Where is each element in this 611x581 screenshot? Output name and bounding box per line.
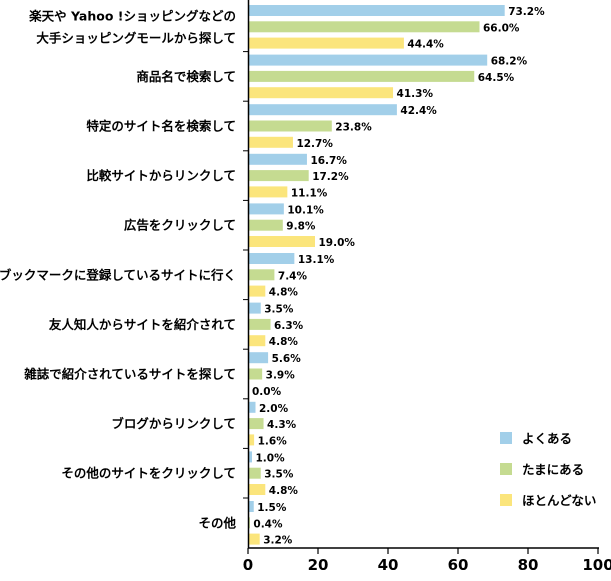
bar-sometimes-4 <box>248 170 309 182</box>
bar-often-9 <box>248 401 256 413</box>
bar-sometimes-6 <box>248 269 275 281</box>
data-label: 42.4% <box>400 105 437 117</box>
bar-sometimes-1 <box>248 21 480 33</box>
data-label: 44.4% <box>407 39 444 51</box>
category-label: 大手ショッピングモールから探して <box>36 30 236 45</box>
data-label: 4.8% <box>269 485 299 497</box>
data-label: 10.1% <box>287 204 324 216</box>
data-label: 3.5% <box>264 469 294 481</box>
bar-sometimes-7 <box>248 318 271 330</box>
data-label: 6.3% <box>274 320 304 332</box>
category-label: ブックマークに登録しているサイトに行く <box>0 267 236 282</box>
data-label: 23.8% <box>335 122 372 134</box>
data-label: 0.4% <box>253 518 283 530</box>
bar-sometimes-8 <box>248 368 263 380</box>
category-label: 広告をクリックして <box>124 218 236 233</box>
data-label: 41.3% <box>397 88 434 100</box>
bar-rarely-11 <box>248 533 260 545</box>
x-tick-label: 20 <box>308 556 329 574</box>
data-label: 1.5% <box>257 502 287 514</box>
x-tick-label: 60 <box>448 556 469 574</box>
bar-rarely-2 <box>248 87 394 99</box>
data-label: 3.2% <box>263 535 293 547</box>
bar-often-11 <box>248 501 254 512</box>
data-label: 11.1% <box>291 187 328 199</box>
legend-label-often: よくある <box>522 431 572 446</box>
category-label: 楽天や Yahoo !ショッピングなどの <box>28 8 236 23</box>
data-label: 3.9% <box>266 370 296 382</box>
bar-sometimes-3 <box>248 120 332 132</box>
bar-rarely-4 <box>248 186 288 198</box>
data-label: 3.5% <box>264 304 294 316</box>
bar-often-10 <box>248 451 252 463</box>
bar-rarely-1 <box>248 37 404 49</box>
data-label: 12.7% <box>296 138 333 150</box>
bar-sometimes-5 <box>248 219 283 231</box>
data-label: 2.0% <box>259 403 289 415</box>
x-tick-label: 100 <box>582 556 611 574</box>
category-label: その他のサイトをクリックして <box>61 466 236 481</box>
data-label: 17.2% <box>312 171 349 183</box>
bar-sometimes-9 <box>248 418 264 430</box>
bar-often-4 <box>248 153 307 165</box>
data-label: 5.6% <box>272 353 302 365</box>
data-label: 1.0% <box>256 452 286 464</box>
category-label: 商品名で検索して <box>136 69 236 84</box>
bar-rarely-6 <box>248 285 266 297</box>
category-label: 比較サイトからリンクして <box>86 168 236 183</box>
bar-often-7 <box>248 302 261 314</box>
legend-swatch-sometimes <box>500 463 512 475</box>
bar-rarely-3 <box>248 136 293 148</box>
x-tick-label: 0 <box>243 556 253 574</box>
legend-label-sometimes: たまにある <box>522 462 584 477</box>
data-label: 16.7% <box>310 155 347 167</box>
bar-often-6 <box>248 253 295 264</box>
bar-rarely-5 <box>248 236 315 247</box>
category-labels-layer: 楽天や Yahoo !ショッピングなどの大手ショッピングモールから探して商品名で… <box>0 8 236 530</box>
category-label: その他 <box>198 515 236 530</box>
bar-sometimes-10 <box>248 467 261 479</box>
bar-often-1 <box>248 5 505 16</box>
data-label: 4.3% <box>267 419 297 431</box>
data-label: 4.8% <box>269 287 299 299</box>
data-label: 9.8% <box>286 221 316 233</box>
data-label: 13.1% <box>298 254 335 266</box>
data-label: 1.6% <box>258 435 288 447</box>
bar-often-2 <box>248 54 488 66</box>
x-tick-label: 40 <box>378 556 399 574</box>
bar-rarely-9 <box>248 434 255 446</box>
x-tick-label: 80 <box>518 556 539 574</box>
legend-swatch-often <box>500 432 512 444</box>
data-label: 64.5% <box>478 72 515 84</box>
bar-sometimes-2 <box>248 70 475 82</box>
legend-swatch-rarely <box>500 494 512 506</box>
bar-often-8 <box>248 352 269 364</box>
category-label: 雑誌で紹介されているサイトを探して <box>23 367 236 382</box>
bar-rarely-7 <box>248 335 266 347</box>
bar-rarely-10 <box>248 484 266 495</box>
category-label: 特定のサイト名を検索して <box>86 119 236 134</box>
data-label: 68.2% <box>491 56 528 68</box>
category-label: ブログからリンクして <box>111 416 236 431</box>
data-label: 4.8% <box>269 336 299 348</box>
bar-often-5 <box>248 203 284 215</box>
bars-layer: 73.2% 66.0% 44.4% 68.2% 64.5% 41.3% 42.4% 23.8%… <box>248 5 545 547</box>
data-label: 0.0% <box>252 386 282 398</box>
data-label: 73.2% <box>508 6 545 18</box>
data-label: 19.0% <box>319 237 356 249</box>
data-label: 66.0% <box>483 22 520 34</box>
legend-label-rarely: ほとんどない <box>522 493 596 508</box>
bar-often-3 <box>248 104 397 116</box>
data-label: 7.4% <box>278 270 308 282</box>
category-label: 友人知人からサイトを紹介されて <box>48 317 236 332</box>
axis-layer: 0 20 40 60 80 100 <box>243 0 611 574</box>
